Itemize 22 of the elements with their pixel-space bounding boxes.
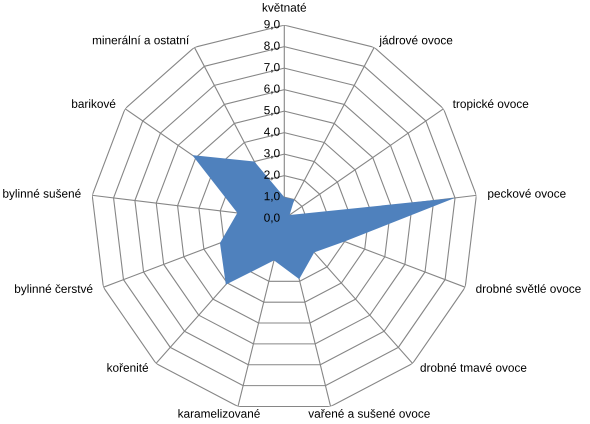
- y-tick-label: 7,0: [264, 62, 280, 73]
- spoke-label: drobné světlé ovoce: [476, 284, 581, 293]
- y-tick-label: 3,0: [264, 148, 280, 159]
- y-tick-label: 0,0: [264, 213, 280, 224]
- y-tick-label: 6,0: [264, 84, 280, 94]
- spoke-label: minerální a ostatní: [92, 36, 190, 44]
- y-tick-label: 8,0: [264, 41, 280, 52]
- spoke-label: bylinné čerstvé: [15, 284, 92, 296]
- y-tick-label: 1,0: [264, 192, 280, 202]
- y-tick-label: 4,0: [264, 127, 280, 138]
- spoke-label: bylinné sušené: [3, 188, 81, 200]
- spoke-label: barikové: [72, 99, 116, 108]
- spoke-label: drobné tmavé ovoce: [420, 363, 526, 372]
- y-tick-label: 9,0: [264, 20, 280, 30]
- spoke-label: karamelizované: [178, 408, 260, 418]
- y-tick-label: 5,0: [264, 106, 280, 116]
- spoke-label: jádrové ovoce: [379, 36, 452, 47]
- spoke-label: peckové ovoce: [488, 188, 566, 200]
- spoke-label: vařené a sušené ovoce: [308, 408, 430, 418]
- spoke-label: kořenité: [107, 363, 148, 372]
- spoke-label: tropické ovoce: [452, 99, 528, 110]
- spoke-label: květnaté: [262, 2, 306, 12]
